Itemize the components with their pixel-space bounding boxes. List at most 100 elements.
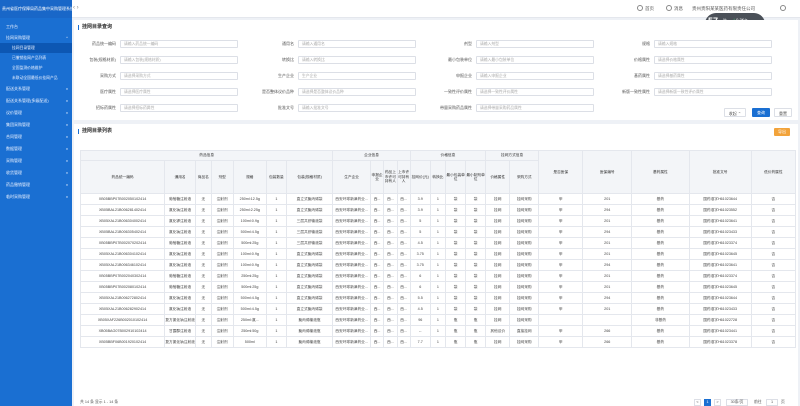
home-link[interactable]: 首页	[645, 6, 654, 11]
field-input[interactable]: 请选择新版一致性评价属性	[654, 88, 772, 96]
sidebar-item[interactable]: 药品撤销管理 v	[0, 180, 72, 190]
table-cell: 国药准字H61023374	[688, 270, 752, 282]
field-input[interactable]: 请选择医疗属性	[120, 88, 238, 96]
field-input[interactable]: 请输入批准文号	[298, 104, 416, 112]
table-cell: 非基药	[631, 314, 690, 326]
table-cell: 西...	[396, 270, 411, 282]
sidebar-item[interactable]: 合同管理 v	[0, 132, 72, 142]
message-icon[interactable]	[666, 5, 672, 11]
table-cell: 1	[265, 270, 287, 282]
sidebar-item[interactable]: 采购管理 v	[0, 156, 72, 166]
table-cell: 袋	[465, 193, 487, 205]
table-cell: 西...	[383, 336, 398, 348]
table-row[interactable]: XB05BBF06B001920102414 复方氯化钠注射液无注射剂 500ml 1…	[79, 336, 797, 348]
sidebar-item[interactable]: 临时采购管理 v	[0, 192, 72, 202]
sidebar-item[interactable]: 工作台	[0, 22, 72, 32]
table-cell: 西...	[383, 281, 398, 293]
query-button[interactable]: 查询	[752, 108, 770, 117]
field-label: 招标药属性	[96, 105, 116, 110]
collapse-button[interactable]: 收起 ⌃	[724, 108, 746, 117]
sidebar-item[interactable]: 已撤销挂网产品列表	[0, 53, 72, 63]
table-cell: 氯化钾注射液	[164, 215, 197, 227]
table-row[interactable]: XB05BAL21B006305402414 氯化钠注射液无注射剂 500ml:4.…	[79, 226, 797, 238]
sidebar-item[interactable]: 配送关系管理(多级配送) v	[0, 96, 72, 106]
field-input[interactable]: 请选择价格属性	[654, 56, 772, 64]
prev-page-button[interactable]: <	[694, 399, 701, 406]
field-input[interactable]: 生产企业	[298, 72, 416, 80]
sidebar-item-label: 已撤销挂网产品列表	[12, 56, 47, 60]
sidebar-item[interactable]: 全国监测价格维护	[0, 63, 72, 73]
user-avatar[interactable]	[780, 5, 786, 11]
table-row[interactable]: XB05XAL21B006304002414 氯化钾注射液无注射剂 100ml:0.…	[79, 215, 797, 227]
table-cell: 96	[409, 314, 431, 326]
field-input[interactable]: 请选择带量采购药品属性	[476, 104, 594, 112]
sidebar-item[interactable]: 挂网目录管理	[0, 43, 72, 53]
sidebar-item[interactable]: 收货管理 v	[0, 168, 72, 178]
field-input[interactable]: 请输入包装(规格材质)	[120, 56, 238, 64]
table-cell: 挂网	[485, 303, 511, 315]
nav-arrows-icon[interactable]: ‹ ›	[73, 5, 79, 11]
table-cell: 266	[582, 336, 633, 348]
table-cell: 挂网采购	[509, 226, 540, 238]
table-row[interactable]: XB05BBP07B002040302414 葡萄糖注射液无注射剂 250ml:25…	[79, 270, 797, 282]
sidebar-item[interactable]: 配送关系管理 v	[0, 84, 72, 94]
table-row[interactable]: XB05XAL21B006282902414 氯化钠注射液无注射剂 500ml:4.…	[79, 303, 797, 315]
top-bar: 贵州省医疗保障局药品集中采购管理系统 ‹ › 首页 消息 贵州贵阳某某医药有限责…	[0, 0, 800, 18]
table-cell: 294	[582, 259, 633, 271]
table-cell: 1	[265, 292, 287, 304]
table-cell: 基药	[631, 292, 690, 304]
field-input[interactable]: 请输入通用名	[298, 40, 416, 48]
export-button[interactable]: 导出	[774, 128, 790, 136]
table-cell: 氯化钠注射液	[164, 204, 197, 216]
sidebar-item[interactable]: 数据管理 v	[0, 144, 72, 154]
chevron-icon: v	[66, 170, 68, 175]
page-size-select[interactable]: 30条/页	[726, 399, 748, 406]
field-input[interactable]: 请输入申报企业	[476, 72, 594, 80]
table-cell: 西...	[383, 226, 398, 238]
field-input[interactable]: 请输入转换比	[298, 56, 416, 64]
main-content: 挂网目录查询 药品统一编码 请输入药品统一编码 通用名 请输入通用名 剂型 请输入剂型 规格…	[72, 18, 800, 406]
table-cell: 1	[265, 336, 287, 348]
field-input[interactable]: 请输入最小包装单位	[476, 56, 594, 64]
table-cell: 袋	[445, 270, 467, 282]
table-cell: 西...	[383, 325, 398, 337]
table-row[interactable]: XB05XAL21B006272802414 氯化钠注射液无注射剂 500ml:4.…	[79, 292, 797, 304]
table-cell: 基药	[631, 248, 690, 260]
reset-button[interactable]: 重置	[774, 108, 792, 117]
table-row[interactable]: XB05BAG07B002910102414 甘露醇注射液无注射剂 250ml:50…	[79, 325, 797, 337]
table-cell: 1	[265, 248, 287, 260]
table-row[interactable]: XB05BAL21B006281402414 氯化钠注射液无注射剂 250ml:2.…	[79, 204, 797, 216]
field-input[interactable]: 请输入规格	[654, 40, 772, 48]
table-cell: 国药准字H61022728	[688, 314, 752, 326]
table-cell	[538, 314, 584, 326]
table-row[interactable]: XB05XAF226B002010102414 复方氯化钠注射液无注射剂 250ml…	[79, 314, 797, 326]
home-icon[interactable]	[637, 5, 643, 11]
goto-page-input[interactable]: 1	[766, 399, 778, 406]
sidebar-item[interactable]: 挂网采购管理 ^	[0, 33, 72, 43]
page-1-button[interactable]: 1	[704, 399, 711, 406]
table-row[interactable]: XB05XAL21B006304102414 氯化钠注射液无注射剂 100ml:0.…	[79, 248, 797, 260]
table-cell: 西安环球新津药业...	[332, 336, 371, 348]
sidebar-item[interactable]: 集团采购管理 v	[0, 120, 72, 130]
messages-link[interactable]: 消息	[674, 6, 683, 11]
table-row[interactable]: XB05BBP07B002080102414 葡萄糖注射液无注射剂 500ml:25…	[79, 281, 797, 293]
field-input[interactable]: 请选择是否整体议价品种	[298, 88, 416, 96]
field-input[interactable]: 请选择基药属性	[654, 72, 772, 80]
field-input[interactable]: 请输入药品统一编码	[120, 40, 238, 48]
group-company-info: 企业信息	[332, 150, 411, 161]
sidebar-item[interactable]: 议价管理 v	[0, 108, 72, 118]
next-page-button[interactable]: >	[714, 399, 721, 406]
table-row[interactable]: XB05BBP07B002050102414 葡萄糖注射液无注射剂 250ml:12…	[79, 193, 797, 205]
sidebar-item[interactable]: 未联动全国最低价挂网产品	[0, 73, 72, 83]
table-cell: 注射剂	[210, 215, 234, 227]
table-row[interactable]: XB05BBP07B002070202414 葡萄糖注射液无注射剂 500ml:25…	[79, 237, 797, 249]
field-input[interactable]: 请选择一致性评价属性	[476, 88, 594, 96]
table-row[interactable]: XB05XAL21B006346102414 氯化钠注射液无注射剂 100ml:0.…	[79, 259, 797, 271]
field-input[interactable]: 请选择采购方式	[120, 72, 238, 80]
table-cell: 国药准字H61023441	[688, 325, 752, 337]
field-input[interactable]: 请选择招标药属性	[120, 104, 238, 112]
field-input[interactable]: 请输入剂型	[476, 40, 594, 48]
table-cell: 袋	[465, 237, 487, 249]
table-cell: 否	[750, 204, 797, 216]
col-header: 采购方式	[509, 160, 540, 194]
